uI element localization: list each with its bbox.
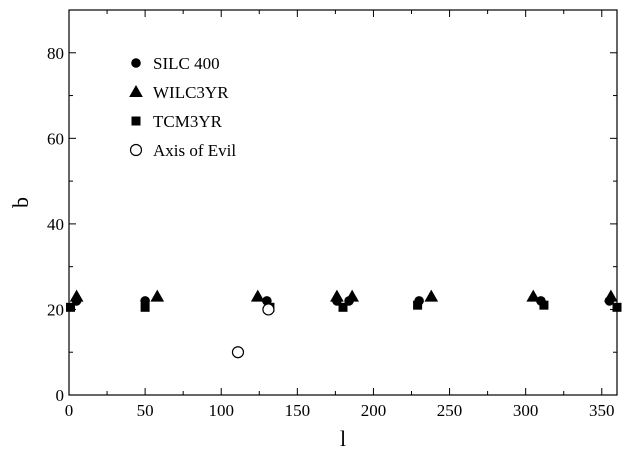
point-wilc3yr	[330, 289, 344, 302]
point-wilc3yr	[345, 289, 359, 302]
point-tcm3yr	[66, 302, 76, 312]
legend-item-wilc3yr: WILC3YR	[129, 83, 229, 102]
point-wilc3yr	[424, 289, 439, 302]
x-tick-label: 300	[513, 401, 539, 420]
y-tick-label: 60	[47, 129, 64, 148]
x-tick-label: 0	[65, 401, 74, 420]
legend-marker-tcm3yr	[131, 116, 141, 126]
point-wilc3yr	[526, 289, 541, 302]
legend-label-tcm3yr: TCM3YR	[153, 112, 223, 131]
plot-frame	[68, 9, 618, 396]
legend-label-wilc3yr: WILC3YR	[153, 83, 229, 102]
x-tick-label: 350	[589, 401, 615, 420]
point-tcm3yr	[338, 302, 348, 312]
legend: SILC 400 WILC3YR TCM3YR Axis of Evil	[129, 54, 236, 160]
point-tcm3yr	[413, 300, 423, 310]
y-tick-label: 20	[47, 300, 64, 319]
legend-marker-silc-400	[131, 58, 141, 68]
x-tick-label: 200	[361, 401, 387, 420]
y-tick-label: 80	[47, 44, 64, 63]
x-axis-title: l	[340, 426, 346, 451]
x-tick-label: 100	[208, 401, 234, 420]
legend-item-tcm3yr: TCM3YR	[131, 112, 223, 131]
point-wilc3yr	[604, 289, 618, 302]
point-tcm3yr	[612, 302, 622, 312]
legend-label-axis-of-evil: Axis of Evil	[153, 141, 236, 160]
point-wilc3yr	[150, 289, 165, 302]
axis-ticks: 0 50 100 150 200 250 300 350 0 20 40 60 80	[47, 10, 617, 420]
legend-item-axis-of-evil: Axis of Evil	[129, 141, 236, 160]
legend-marker-wilc3yr	[129, 84, 143, 97]
x-tick-label: 150	[285, 401, 311, 420]
point-tcm3yr	[539, 300, 549, 310]
x-tick-label: 250	[437, 401, 463, 420]
legend-marker-axis-of-evil	[129, 143, 143, 157]
y-axis-title: b	[8, 197, 33, 208]
data-points	[66, 289, 622, 359]
legend-label-silc-400: SILC 400	[153, 54, 220, 73]
point-tcm3yr	[140, 302, 150, 312]
legend-item-silc-400: SILC 400	[131, 54, 220, 73]
x-tick-label: 50	[137, 401, 154, 420]
y-tick-label: 0	[56, 386, 65, 405]
y-tick-label: 40	[47, 215, 64, 234]
point-axis-of-evil	[231, 346, 245, 359]
point-wilc3yr	[69, 289, 84, 302]
point-wilc3yr	[250, 289, 265, 302]
point-axis-of-evil	[262, 303, 275, 316]
plot-area	[68, 9, 618, 396]
